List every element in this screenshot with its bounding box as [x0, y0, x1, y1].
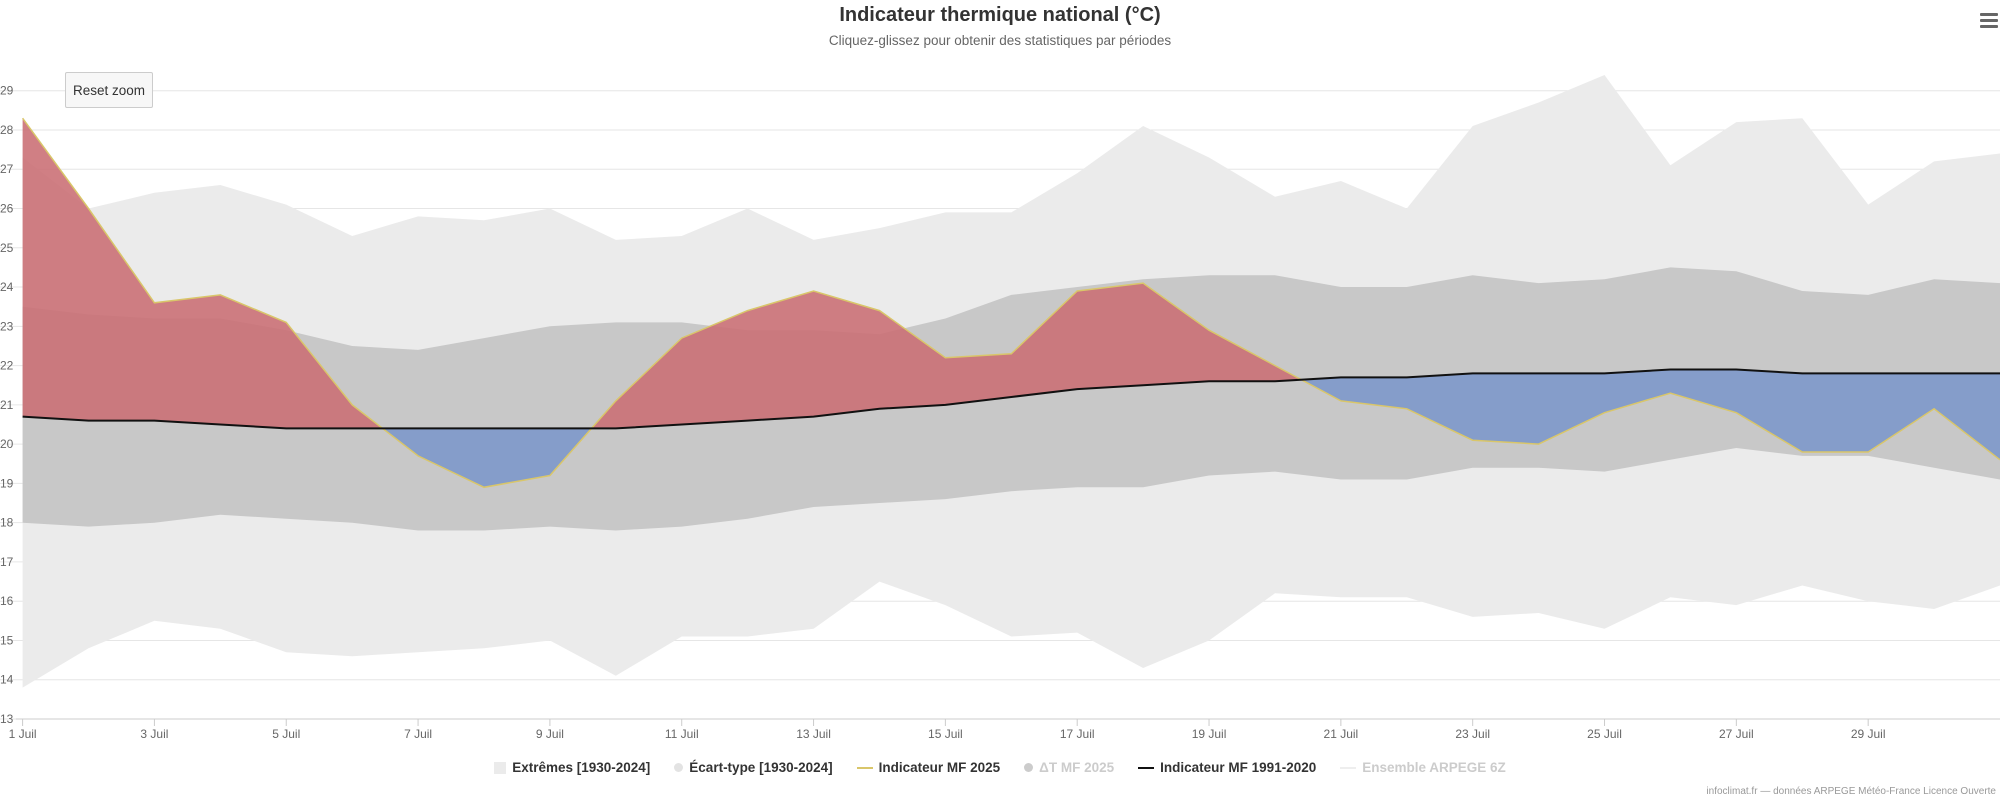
y-tick-label: 27: [0, 162, 14, 176]
x-tick-label: 1 Juil: [9, 727, 37, 741]
y-tick-label: 14: [0, 673, 14, 687]
chart-title: Indicateur thermique national (°C): [839, 4, 1161, 26]
y-tick-label: 29: [0, 84, 14, 98]
legend-item-extremes[interactable]: Extrêmes [1930-2024]: [494, 760, 650, 775]
x-tick-label: 19 Juil: [1192, 727, 1227, 741]
x-tick-label: 3 Juil: [140, 727, 168, 741]
y-tick-label: 24: [0, 280, 14, 294]
y-tick-label: 26: [0, 202, 14, 216]
y-tick-label: 13: [0, 712, 14, 726]
y-tick-label: 28: [0, 123, 14, 137]
x-tick-label: 27 Juil: [1719, 727, 1754, 741]
anomaly-layer: [22, 118, 2000, 488]
cold-anomaly-area: [1301, 369, 2000, 460]
normal-1991-2020-line: [22, 368, 2000, 430]
y-tick-label: 23: [0, 319, 14, 333]
y-tick-label: 25: [0, 241, 14, 255]
legend-item-normal[interactable]: Indicateur MF 1991-2020: [1138, 760, 1316, 775]
legend-label: Extrêmes [1930-2024]: [512, 760, 651, 775]
legend-label: Indicateur MF 1991-2020: [1160, 760, 1317, 775]
x-tick-label: 15 Juil: [928, 727, 963, 741]
legend-symbol-line: [1340, 766, 1357, 769]
chart-legend: Extrêmes [1930-2024] Écart-type [1930-202…: [0, 760, 2000, 775]
chart-credits[interactable]: infoclimat.fr — données ARPEGE Météo-Fra…: [1706, 786, 1996, 797]
y-tick-label: 21: [0, 398, 14, 412]
chart-subtitle: Cliquez-glissez pour obtenir des statist…: [828, 33, 1172, 48]
hamburger-icon-bar: [1980, 25, 1998, 28]
reset-zoom-button[interactable]: Reset zoom: [65, 72, 153, 108]
x-tick-label: 11 Juil: [665, 727, 699, 741]
x-tick-label: 17 Juil: [1060, 727, 1095, 741]
x-tick-label: 21 Juil: [1324, 727, 1359, 741]
mf2025-line: [21, 117, 2000, 489]
legend-item-mf2025[interactable]: Indicateur MF 2025: [856, 760, 1001, 775]
y-tick-label: 20: [0, 437, 14, 451]
legend-item-stddev[interactable]: Écart-type [1930-2024]: [674, 760, 833, 775]
warm-anomaly-area: [22, 118, 383, 429]
cold-anomaly-area: [382, 428, 592, 488]
legend-item-delta[interactable]: ΔT MF 2025: [1024, 760, 1114, 775]
axis-layer: 13 14 15 16 17 18 19 20 21 22 23 24 25 26 27 28 29 1 Juil…: [0, 84, 2000, 741]
y-tick-label: 15: [0, 633, 14, 647]
y-tick-label: 17: [0, 555, 14, 569]
x-tick-label: 5 Juil: [272, 727, 300, 741]
hamburger-icon-bar: [1980, 13, 1998, 16]
x-tick-label: 9 Juil: [536, 727, 564, 741]
legend-label: Écart-type [1930-2024]: [689, 760, 833, 775]
legend-label: Indicateur MF 2025: [878, 760, 1001, 775]
y-tick-label: 22: [0, 359, 14, 373]
chart-menu-button[interactable]: [1978, 10, 2000, 34]
x-tick-label: 13 Juil: [796, 727, 831, 741]
y-tick-label: 16: [0, 594, 14, 608]
y-tick-label: 18: [0, 516, 14, 530]
x-tick-label: 25 Juil: [1587, 727, 1622, 741]
legend-item-arpege[interactable]: Ensemble ARPEGE 6Z: [1340, 760, 1506, 775]
legend-label: Ensemble ARPEGE 6Z: [1362, 760, 1506, 775]
x-tick-label: 29 Juil: [1851, 727, 1886, 741]
legend-label: ΔT MF 2025: [1039, 760, 1115, 775]
y-tick-label: 19: [0, 476, 14, 490]
legend-symbol-line: [1138, 766, 1155, 769]
legend-symbol-dot: [1024, 763, 1034, 772]
x-tick-label: 7 Juil: [404, 727, 432, 741]
legend-symbol-area: [494, 761, 507, 774]
x-tick-label: 23 Juil: [1455, 727, 1490, 741]
hamburger-icon-bar: [1980, 19, 1998, 22]
lines-layer: [21, 117, 2000, 489]
legend-symbol-line: [856, 766, 873, 769]
legend-symbol-dot: [674, 763, 684, 772]
warm-anomaly-area: [591, 283, 1302, 429]
